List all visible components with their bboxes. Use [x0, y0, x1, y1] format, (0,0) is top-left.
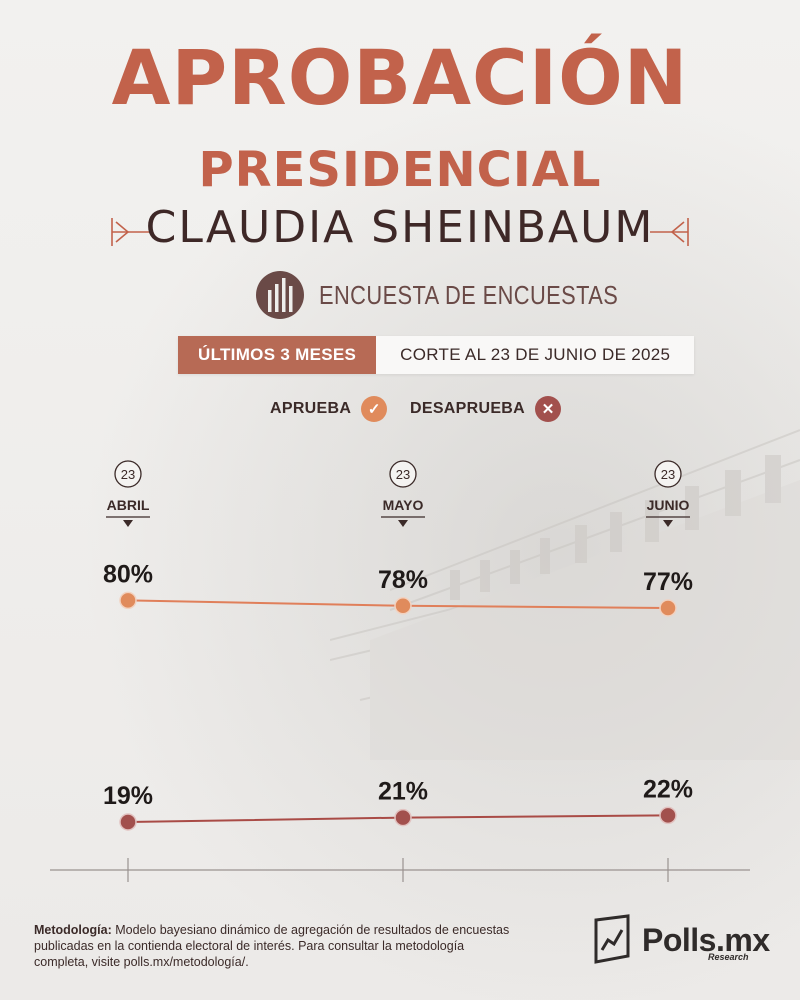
approve-value-label: 80%	[103, 560, 153, 588]
title-presidential: PRESIDENCIAL	[198, 142, 602, 198]
methodology-label: Metodología:	[34, 923, 112, 937]
date-month: MAYO	[383, 497, 424, 513]
methodology-text: Modelo bayesiano dinámico de agregación …	[34, 923, 510, 969]
methodology-note: Metodología: Modelo bayesiano dinámico d…	[34, 922, 514, 970]
legend-approve-label: APRUEBA	[270, 400, 352, 417]
date-day: 23	[396, 467, 410, 482]
left-ornament-icon	[111, 218, 150, 246]
legend-disapprove-label: DESAPRUEBA	[410, 400, 526, 417]
disapprove-value-label: 19%	[103, 782, 153, 810]
date-day: 23	[121, 467, 135, 482]
approve-point	[119, 591, 137, 610]
date-pointer-icon	[123, 520, 133, 527]
subtitle: ENCUESTA DE ENCUESTAS	[319, 279, 619, 310]
disapprove-point	[119, 813, 137, 831]
approve-point	[394, 597, 412, 615]
date-day: 23	[661, 467, 675, 482]
brand-name: Polls.mx	[642, 921, 770, 958]
approve-value-label: 78%	[378, 566, 428, 594]
check-icon: ✓	[361, 396, 388, 422]
date-day-circle	[114, 460, 142, 488]
date-day-circle	[654, 460, 682, 488]
pollsmx-logo[interactable]: Polls.mx Research	[590, 912, 770, 968]
date-pointer-icon	[663, 520, 673, 527]
disapprove-point	[659, 806, 677, 825]
date-month: JUNIO	[647, 497, 690, 513]
disapprove-point	[394, 808, 412, 827]
title-approval: APROBACIÓN	[111, 33, 689, 122]
cutoff-date: CORTE AL 23 DE JUNIO DE 2025	[376, 336, 695, 374]
legend-approve: APRUEBA ✓	[270, 396, 388, 422]
legend-disapprove: DESAPRUEBA ✕	[410, 396, 562, 422]
president-name: CLAUDIA SHEINBAUM	[145, 202, 655, 253]
palace-illustration	[330, 429, 800, 760]
period-bar: ÚLTIMOS 3 MESES CORTE AL 23 DE JUNIO DE …	[178, 336, 695, 374]
date-pointer-icon	[398, 520, 408, 527]
date-month: ABRIL	[107, 497, 150, 513]
logo-icon	[594, 914, 630, 964]
x-icon: ✕	[535, 396, 562, 422]
period-range: ÚLTIMOS 3 MESES	[178, 336, 377, 374]
disapprove-value-label: 21%	[378, 778, 428, 806]
disapprove-value-label: 22%	[643, 775, 693, 803]
approve-value-label: 77%	[643, 568, 693, 596]
approve-point	[659, 599, 677, 617]
date-day-circle	[389, 460, 417, 488]
right-ornament-icon	[650, 218, 689, 246]
brand-sub: Research	[708, 952, 749, 962]
subtitle-row: ENCUESTA DE ENCUESTAS	[255, 268, 675, 322]
poll-bars-icon	[256, 271, 304, 319]
